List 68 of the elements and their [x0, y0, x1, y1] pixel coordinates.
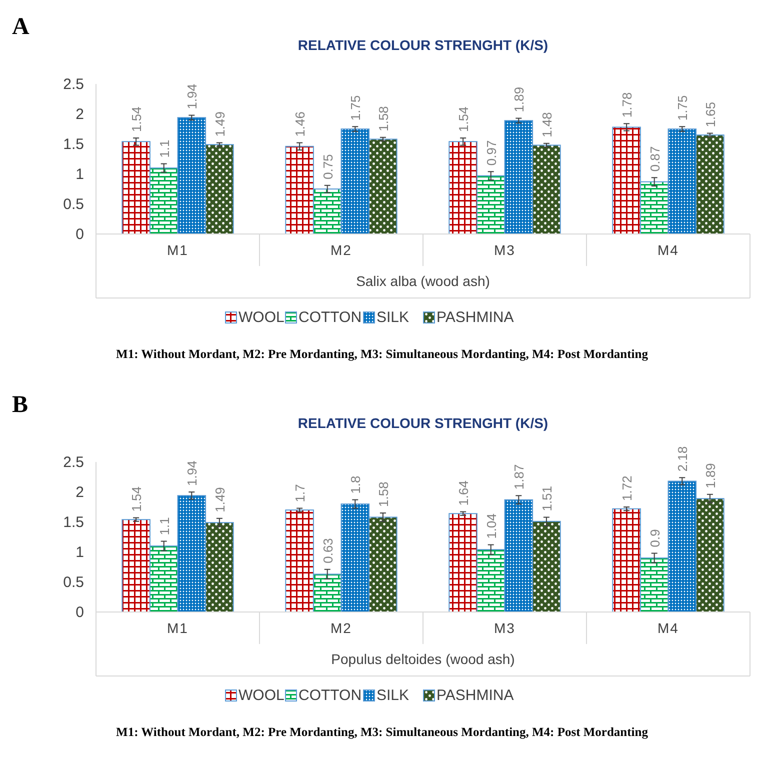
data-label: 1.94 [184, 84, 200, 110]
x-tick-label: M2 [330, 620, 352, 636]
data-label: 1.58 [376, 482, 391, 507]
x-tick-label: M1 [167, 620, 188, 636]
y-tick-label: 2 [76, 484, 84, 501]
data-label: 1.94 [184, 460, 200, 486]
data-label: 1.75 [675, 95, 690, 121]
data-label: 1.8 [348, 476, 364, 494]
legend-label: WOOL [238, 687, 284, 704]
data-label: 0.63 [320, 538, 336, 564]
y-tick-label: 2 [76, 106, 84, 123]
chart-title: RELATIVE COLOUR STRENGHT (K/S) [298, 415, 548, 431]
y-tick-label: 1.5 [63, 136, 84, 153]
data-label: 1.54 [129, 106, 144, 132]
y-tick-label: 2.5 [63, 454, 84, 471]
data-label: 1.75 [348, 95, 364, 121]
data-label: 1.46 [292, 111, 308, 137]
y-tick-label: 0.5 [63, 574, 84, 591]
data-label: 1.72 [620, 476, 635, 501]
data-label: 0.97 [484, 140, 499, 166]
legend-label: PASHMINA [436, 309, 514, 326]
text: M1: Without Mordant, M2: Pre Mordanting, M3: Simultaneous Mordanting, M4: Post Mordanting [116, 347, 649, 361]
data-label: 1.64 [456, 480, 472, 506]
y-tick-label: 1 [76, 544, 84, 561]
x-axis-title: Populus deltoides (wood ash) [331, 651, 515, 667]
data-label: 1.78 [620, 92, 635, 118]
x-tick-label: M4 [658, 620, 679, 636]
data-label: 1.89 [702, 463, 718, 488]
data-label: 0.9 [647, 529, 662, 548]
data-label: 1.1 [156, 517, 172, 536]
data-label: 1.04 [484, 513, 499, 539]
y-tick-label: 2.5 [63, 76, 84, 93]
y-tick-label: 0 [76, 604, 84, 621]
x-tick-label: M1 [167, 242, 188, 258]
data-label: 1.54 [129, 486, 144, 512]
data-label: 1.7 [292, 484, 308, 502]
x-tick-label: M4 [658, 242, 679, 258]
data-label: 1.58 [376, 106, 391, 132]
data-label: 1.54 [456, 106, 472, 132]
legend-label: SILK [376, 309, 410, 326]
data-label: 0.75 [320, 154, 336, 180]
data-label: 2.18 [675, 446, 690, 472]
data-label: 1.48 [539, 112, 554, 138]
legend-label: WOOL [238, 309, 284, 326]
y-tick-label: 0.5 [63, 196, 84, 213]
data-label: 1.65 [702, 102, 718, 128]
data-label: 1.49 [212, 487, 228, 512]
legend-label: PASHMINA [436, 687, 514, 704]
legend-label: SILK [376, 687, 410, 704]
y-tick-label: 1.5 [63, 514, 84, 531]
x-axis-title: Salix alba (wood ash) [356, 273, 490, 289]
data-label: 1.1 [156, 140, 172, 158]
x-tick-label: M3 [494, 242, 516, 258]
data-label: 1.87 [512, 464, 527, 490]
legend-label: COTTON [298, 309, 362, 326]
data-label: 1.89 [512, 86, 527, 112]
y-tick-label: 1 [76, 166, 84, 183]
data-label: 0.87 [647, 146, 662, 172]
text: A [12, 14, 30, 40]
x-tick-label: M2 [330, 242, 352, 258]
text: M1: Without Mordant, M2: Pre Mordanting, M3: Simultaneous Mordanting, M4: Post Mordanting [116, 725, 649, 739]
y-tick-label: 0 [76, 226, 84, 243]
legend-label: COTTON [298, 687, 362, 704]
data-label: 1.51 [539, 486, 554, 512]
data-label: 1.49 [212, 111, 228, 137]
x-tick-label: M3 [494, 620, 516, 636]
chart-title: RELATIVE COLOUR STRENGHT (K/S) [298, 37, 548, 53]
text: B [12, 392, 28, 418]
